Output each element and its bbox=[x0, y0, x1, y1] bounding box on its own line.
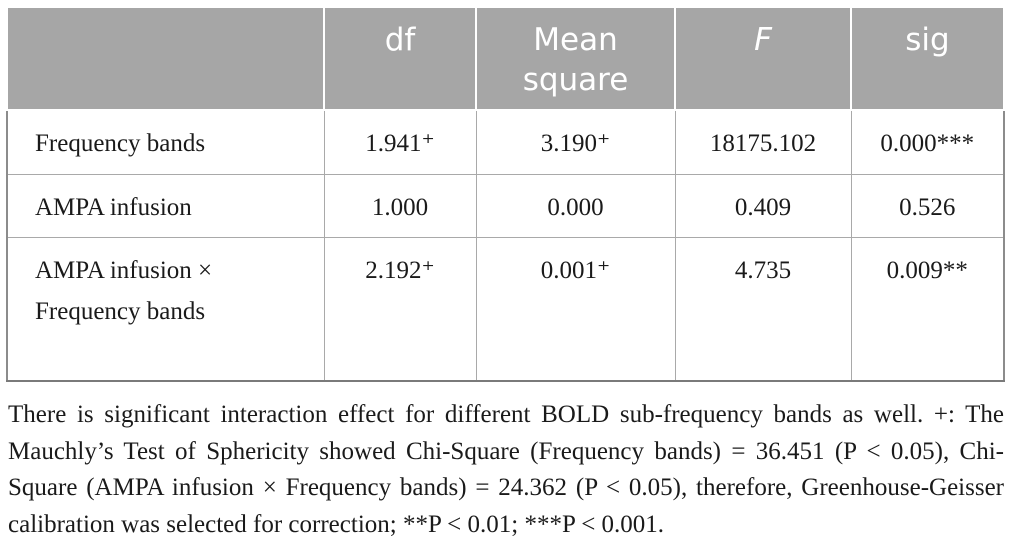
cell-sig: 0.526 bbox=[850, 173, 1005, 238]
header-f: F bbox=[674, 6, 852, 111]
table-row: AMPA infusion 1.000 0.000 0.409 0.526 bbox=[6, 173, 1005, 238]
cell-sig: 0.009** bbox=[850, 236, 1005, 382]
table-row: Frequency bands 1.941⁺ 3.190⁺ 18175.102 … bbox=[6, 109, 1005, 175]
cell-f: 0.409 bbox=[674, 173, 852, 238]
row-label: Frequency bands bbox=[6, 109, 325, 175]
cell-mean-square: 0.000 bbox=[475, 173, 676, 238]
cell-f: 18175.102 bbox=[674, 109, 852, 175]
header-sig: sig bbox=[850, 6, 1005, 111]
header-df: df bbox=[323, 6, 477, 111]
header-empty bbox=[6, 6, 325, 111]
anova-table-container: df Mean square F sig Frequency bands 1.9… bbox=[6, 6, 1005, 382]
table-footnote: There is significant interaction effect … bbox=[8, 397, 1004, 543]
cell-df: 1.000 bbox=[323, 173, 477, 238]
cell-mean-square: 0.001⁺ bbox=[475, 236, 676, 382]
cell-sig: 0.000*** bbox=[850, 109, 1005, 175]
table-header-row: df Mean square F sig bbox=[6, 6, 1005, 111]
cell-mean-square: 3.190⁺ bbox=[475, 109, 676, 175]
anova-table: df Mean square F sig Frequency bands 1.9… bbox=[6, 6, 1005, 382]
row-label: AMPA infusion × Frequency bands bbox=[6, 236, 325, 382]
cell-f: 4.735 bbox=[674, 236, 852, 382]
table-row: AMPA infusion × Frequency bands 2.192⁺ 0… bbox=[6, 236, 1005, 382]
row-label: AMPA infusion bbox=[6, 173, 325, 238]
cell-df: 2.192⁺ bbox=[323, 236, 477, 382]
header-mean-square: Mean square bbox=[475, 6, 676, 111]
footnote-text: There is significant interaction effect … bbox=[8, 401, 1004, 538]
cell-df: 1.941⁺ bbox=[323, 109, 477, 175]
